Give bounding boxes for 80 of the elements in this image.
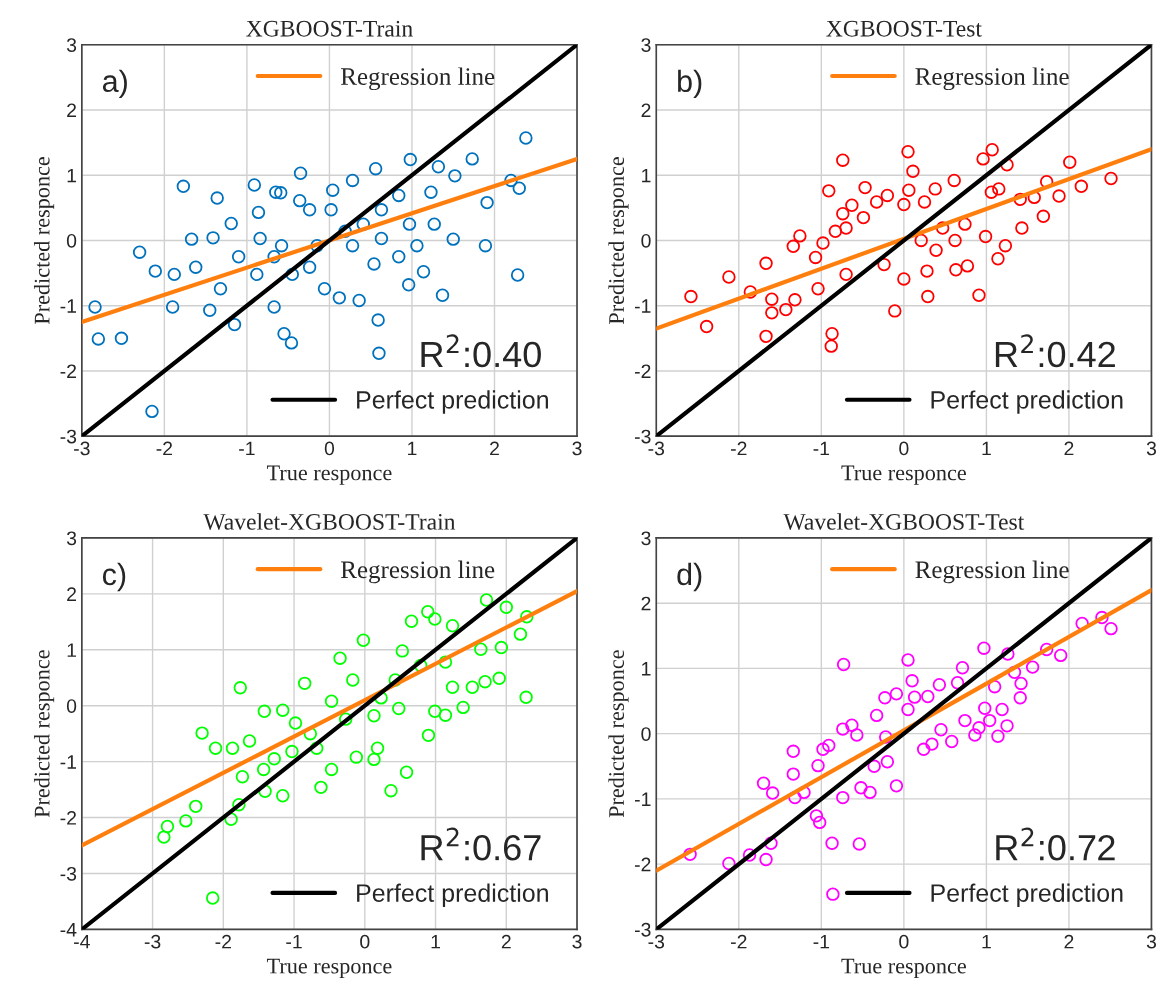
annotation: c)	[102, 562, 126, 592]
x-tick-label: -1	[813, 441, 830, 456]
x-tick-label: 1	[431, 934, 440, 949]
y-axis-title: Predicted responce	[608, 157, 629, 325]
x-tick-label: -2	[156, 441, 173, 456]
y-tick-label: 1	[67, 643, 77, 657]
y-tick-label: 0	[66, 233, 77, 248]
x-tick-label: 2	[1064, 441, 1074, 456]
annotation: d)	[677, 562, 702, 592]
x-axis-title: True responce	[841, 958, 966, 979]
annotation: b)	[678, 69, 702, 99]
annotation: R$^{2}$:0.40	[421, 334, 541, 368]
chart-title: XGBOOST-Test	[826, 20, 982, 37]
x-tick-label: 0	[360, 934, 370, 949]
y-tick-label: -1	[634, 299, 651, 313]
legend-label: Perfect prediction	[357, 883, 548, 907]
y-tick-label: 3	[641, 38, 651, 52]
y-tick-label: 0	[66, 699, 77, 713]
x-tick-label: 0	[899, 934, 909, 949]
x-tick-label: 2	[501, 934, 511, 949]
y-axis-title: Predicted responce	[33, 157, 55, 325]
legend-label: Regression line	[340, 560, 495, 584]
x-tick-label: 0	[324, 441, 335, 456]
x-axis-title: True responce	[266, 465, 392, 485]
y-tick-label: -2	[634, 364, 651, 378]
y-axis-title: Predicted responce	[33, 650, 55, 818]
y-tick-label: -1	[634, 792, 651, 806]
x-axis-title: True responce	[841, 465, 966, 485]
y-tick-label: -3	[60, 429, 77, 444]
y-tick-label: 3	[641, 531, 651, 546]
x-axis-title: True responce	[266, 958, 392, 979]
x-tick-label: 0	[899, 441, 909, 456]
x-tick-label: -2	[215, 934, 231, 949]
y-tick-label: -3	[60, 866, 77, 881]
legend-label: Perfect prediction	[931, 390, 1123, 414]
annotation: R$^{2}$:0.42	[995, 334, 1115, 368]
x-tick-label: 3	[572, 441, 582, 456]
y-tick-label: 3	[66, 38, 77, 52]
legend-label: Regression line	[915, 67, 1069, 91]
y-tick-label: 2	[641, 103, 651, 118]
x-tick-label: 3	[572, 934, 582, 949]
y-tick-label: -1	[60, 755, 77, 769]
x-tick-label: 1	[982, 934, 991, 949]
x-tick-label: -1	[239, 441, 255, 456]
annotation: a)	[102, 69, 127, 99]
annotation: R$^{2}$:0.67	[421, 827, 541, 861]
x-tick-label: 3	[1146, 934, 1157, 949]
y-tick-label: 1	[642, 662, 651, 676]
y-tick-label: -4	[60, 923, 77, 937]
chart-title: Wavelet-XGBOOST-Test	[783, 513, 1025, 530]
y-tick-label: 3	[66, 531, 77, 546]
y-tick-label: -1	[60, 299, 77, 313]
y-tick-label: 2	[67, 103, 76, 118]
legend-label: Perfect prediction	[931, 883, 1123, 907]
y-axis-title: Predicted responce	[608, 650, 629, 818]
y-tick-label: 1	[642, 168, 651, 183]
y-tick-label: 0	[641, 233, 651, 248]
x-tick-label: -1	[286, 934, 302, 949]
y-tick-label: 1	[67, 168, 77, 183]
x-tick-label: -2	[731, 441, 747, 456]
x-tick-label: -2	[731, 934, 747, 949]
x-tick-label: 3	[1146, 441, 1157, 456]
x-tick-label: 1	[408, 441, 417, 456]
x-tick-label: 1	[982, 441, 991, 456]
y-tick-label: 2	[67, 587, 76, 601]
y-tick-label: -2	[60, 364, 76, 378]
legend-label: Regression line	[915, 560, 1069, 584]
y-tick-label: 2	[641, 596, 651, 611]
chart-title: Wavelet-XGBOOST-Train	[203, 513, 456, 530]
y-tick-label: 0	[641, 727, 651, 741]
annotation: R$^{2}$:0.72	[996, 827, 1115, 861]
legend-label: Regression line	[340, 67, 495, 91]
legend-label: Perfect prediction	[357, 390, 548, 414]
chart-title: XGBOOST-Train	[246, 20, 413, 37]
x-tick-label: 2	[490, 441, 499, 456]
y-tick-label: -2	[634, 857, 651, 872]
x-tick-label: -1	[813, 934, 830, 949]
y-tick-label: -2	[60, 811, 76, 825]
x-tick-label: 2	[1064, 934, 1074, 949]
x-tick-label: -3	[144, 934, 161, 949]
